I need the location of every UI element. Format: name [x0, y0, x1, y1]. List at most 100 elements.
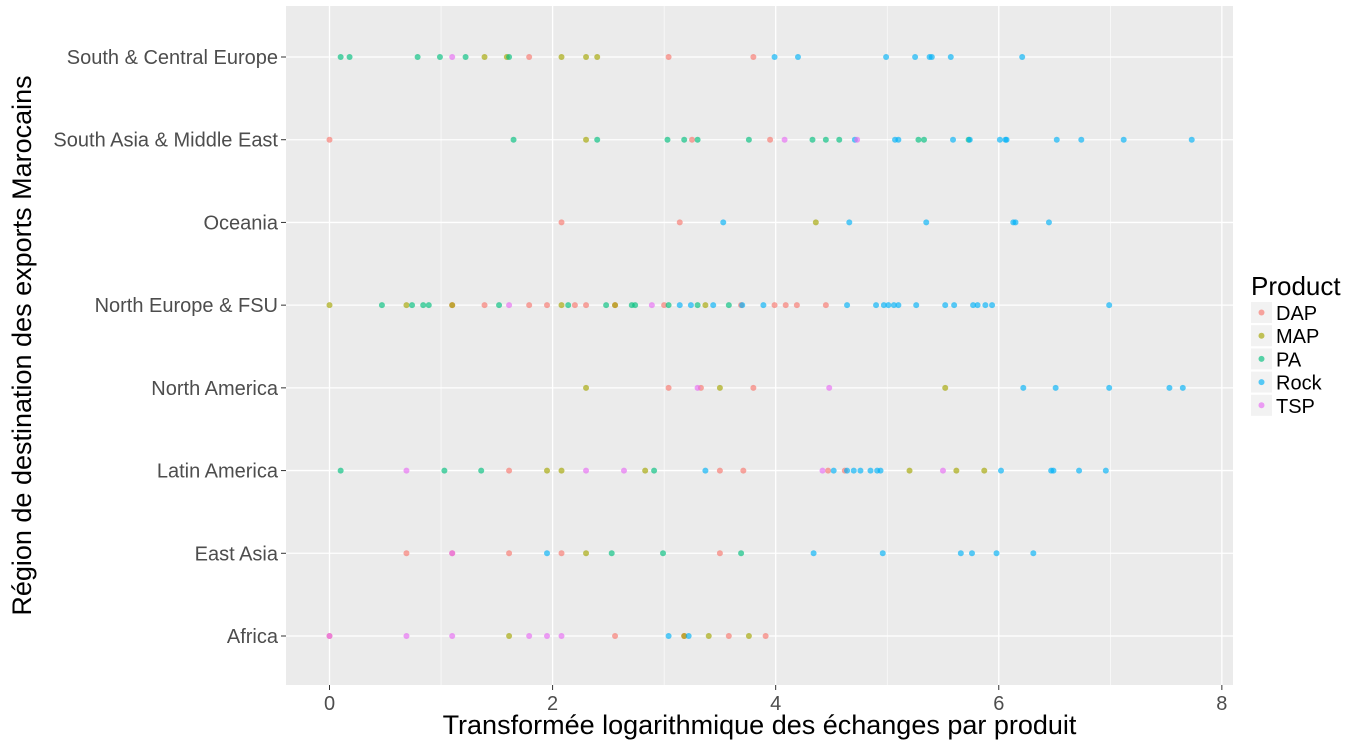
- data-point-map: [558, 467, 565, 474]
- data-point-rock: [928, 54, 935, 60]
- data-point-rock: [957, 550, 964, 557]
- data-point-pa: [414, 54, 421, 60]
- data-point-dap: [403, 550, 410, 557]
- data-point-pa: [425, 302, 432, 309]
- data-point-pa: [346, 54, 353, 60]
- y-tick-label: North Europe & FSU: [95, 295, 278, 317]
- data-point-rock: [966, 136, 973, 143]
- data-point-dap: [825, 467, 832, 474]
- data-point-pa: [462, 54, 469, 60]
- data-point-map: [981, 467, 988, 474]
- data-point-dap: [665, 384, 672, 391]
- data-point-pa: [921, 136, 928, 143]
- data-point-rock: [1020, 384, 1027, 391]
- data-point-pa: [506, 54, 513, 60]
- data-point-dap: [481, 302, 488, 309]
- data-point-map: [702, 302, 709, 309]
- x-tick-label: 2: [547, 693, 558, 715]
- x-axis-title: Transformée logarithmique des échanges p…: [443, 710, 1077, 740]
- data-point-tsp: [694, 384, 701, 391]
- x-tick-label: 6: [993, 693, 1004, 715]
- data-point-dap: [558, 219, 565, 226]
- data-point-rock: [989, 302, 996, 309]
- data-point-map: [326, 302, 333, 309]
- data-point-rock: [1019, 54, 1026, 60]
- legend-label: TSP: [1276, 396, 1315, 418]
- data-point-map: [705, 633, 712, 639]
- legend-label: DAP: [1276, 303, 1317, 325]
- data-point-pa: [603, 302, 610, 309]
- data-point-dap: [782, 302, 789, 309]
- data-point-dap: [762, 633, 769, 639]
- data-point-rock: [885, 302, 892, 309]
- data-point-rock: [993, 550, 1000, 557]
- data-point-rock: [880, 302, 887, 309]
- data-point-rock: [1050, 467, 1057, 474]
- data-point-rock: [923, 219, 930, 226]
- data-point-tsp: [326, 633, 333, 639]
- data-point-rock: [771, 54, 778, 60]
- data-point-map: [594, 54, 601, 60]
- data-point-dap: [716, 467, 723, 474]
- data-point-pa: [608, 550, 615, 557]
- data-point-map: [481, 54, 488, 60]
- data-point-dap: [793, 302, 800, 309]
- data-point-rock: [1052, 384, 1059, 391]
- data-point-tsp: [819, 467, 826, 474]
- data-point-pa: [745, 136, 752, 143]
- data-point-pa: [665, 302, 672, 309]
- data-point-map: [583, 550, 590, 557]
- legend-title: Product: [1251, 271, 1341, 301]
- data-point-rock: [1106, 384, 1113, 391]
- legend-key-dot: [1258, 355, 1265, 362]
- data-point-dap: [558, 550, 565, 557]
- data-point-rock: [544, 550, 551, 557]
- data-point-rock: [850, 467, 857, 474]
- data-point-dap: [526, 54, 533, 60]
- data-point-pa: [478, 467, 485, 474]
- data-point-rock: [665, 633, 672, 639]
- data-points: [326, 54, 1195, 639]
- data-point-map: [716, 384, 723, 391]
- data-point-tsp: [781, 136, 788, 143]
- y-tick-label: East Asia: [195, 543, 279, 565]
- data-point-rock: [970, 302, 977, 309]
- data-point-dap: [725, 633, 732, 639]
- data-point-rock: [1106, 302, 1113, 309]
- data-point-rock: [760, 302, 767, 309]
- data-point-tsp: [403, 467, 410, 474]
- data-point-tsp: [620, 467, 627, 474]
- data-point-pa: [681, 136, 688, 143]
- data-point-map: [583, 136, 590, 143]
- data-point-dap: [767, 136, 774, 143]
- data-point-map: [583, 54, 590, 60]
- data-point-pa: [836, 136, 843, 143]
- data-point-rock: [794, 54, 801, 60]
- data-point-pa: [409, 302, 416, 309]
- data-point-pa: [510, 136, 517, 143]
- data-point-pa: [660, 550, 667, 557]
- y-tick-label: South & Central Europe: [67, 47, 278, 69]
- data-point-tsp: [939, 467, 946, 474]
- data-point-map: [642, 467, 649, 474]
- plot-panel: [286, 6, 1233, 685]
- data-point-dap: [612, 633, 619, 639]
- data-point-rock: [982, 302, 989, 309]
- data-point-rock: [857, 467, 864, 474]
- data-point-rock: [739, 302, 746, 309]
- data-point-rock: [1053, 136, 1060, 143]
- data-point-rock: [996, 136, 1003, 143]
- data-point-map: [449, 302, 456, 309]
- data-point-rock: [913, 302, 920, 309]
- data-point-tsp: [558, 633, 565, 639]
- data-point-dap: [661, 302, 668, 309]
- y-tick-label: Africa: [227, 626, 279, 648]
- data-point-pa: [632, 302, 639, 309]
- data-point-pa: [725, 302, 732, 309]
- data-point-map: [558, 302, 565, 309]
- data-point-pa: [664, 136, 671, 143]
- y-tick-label: North America: [151, 378, 279, 400]
- data-point-map: [942, 384, 949, 391]
